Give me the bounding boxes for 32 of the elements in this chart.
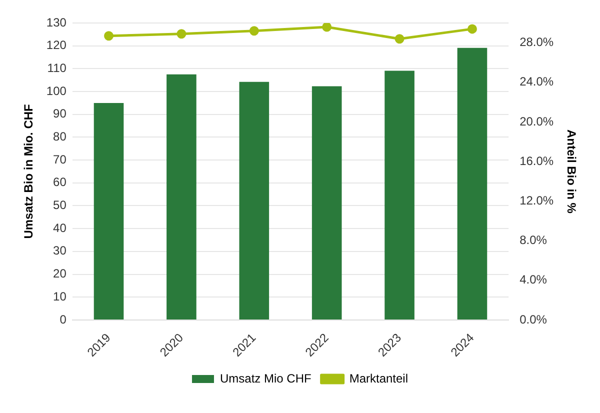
- y2-tick-label: 12.0%: [520, 193, 554, 208]
- y2-tick-label: 0.0%: [520, 312, 548, 326]
- y-tick-label: 70: [53, 152, 67, 166]
- y2-tick-label: 4.0%: [520, 272, 548, 287]
- y2-axis-title: Anteil Bio in %: [564, 129, 578, 214]
- legend-label: Umsatz Mio CHF: [220, 371, 312, 386]
- y-tick-label: 100: [46, 84, 67, 98]
- y-axis-title: Umsatz Bio in Mio. CHF: [22, 104, 36, 239]
- bar: [166, 74, 196, 320]
- legend-label: Marktanteil: [349, 371, 408, 386]
- y2-tick-label: 8.0%: [520, 233, 548, 248]
- y-tick-label: 120: [46, 38, 67, 52]
- bar: [312, 86, 342, 320]
- y2-tick-label: 20.0%: [520, 114, 554, 128]
- y-tick-label: 20: [53, 266, 67, 281]
- y-tick-label: 80: [53, 130, 67, 144]
- y-tick-label: 30: [53, 244, 67, 258]
- y-tick-label: 110: [47, 60, 67, 75]
- y-tick-label: 10: [53, 289, 67, 304]
- y-tick-label: 0: [60, 312, 67, 326]
- y-tick-label: 60: [53, 175, 67, 190]
- y2-tick-label: 16.0%: [520, 154, 554, 168]
- y-tick-label: 90: [53, 106, 67, 121]
- bar: [457, 48, 488, 320]
- y-tick-label: 50: [53, 198, 67, 212]
- bar: [384, 70, 414, 320]
- y-tick-label: 130: [46, 15, 67, 30]
- bar: [239, 82, 270, 320]
- y2-tick-label: 28.0%: [520, 35, 554, 50]
- bar: [94, 102, 124, 320]
- y-tick-label: 40: [53, 220, 67, 235]
- y2-tick-label: 24.0%: [520, 74, 554, 89]
